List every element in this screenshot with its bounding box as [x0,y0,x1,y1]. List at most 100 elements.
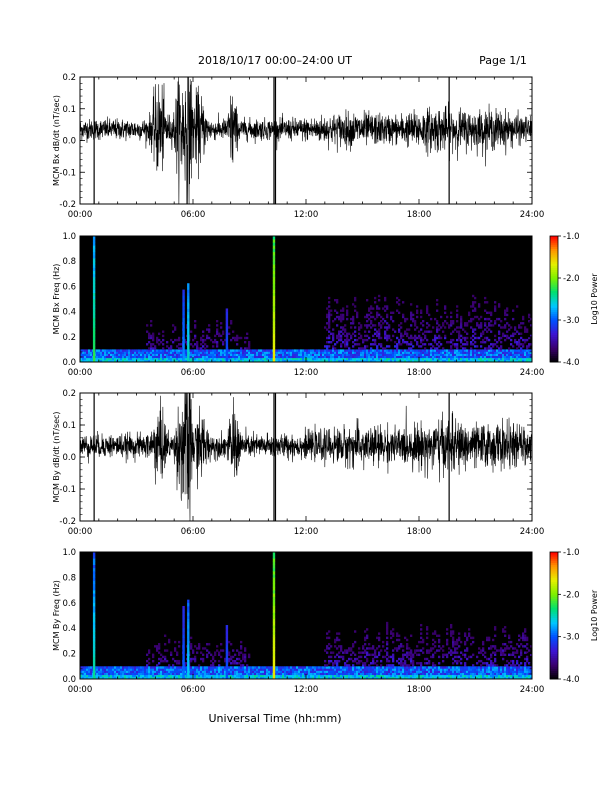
spectrogram-cell [450,674,453,678]
spectrogram-cell [366,670,369,673]
spectrogram-cell [450,672,453,676]
spectrogram-cell [450,324,453,327]
spectrogram-cell [490,349,493,352]
spectrogram-cell [290,349,293,352]
spectrogram-cell [232,359,235,363]
spectrogram-cell [400,662,403,665]
spectrogram-cell [246,670,249,673]
spectrogram-cell [292,676,295,680]
spectrogram-cell [88,674,91,678]
spectrogram-cell [350,317,353,321]
spectrogram-event-column [272,358,276,363]
spectrogram-cell [430,351,433,354]
spectrogram-cell [270,357,273,361]
spectrogram-cell [506,322,509,325]
spectrogram-cell [200,336,203,340]
spectrogram-cell [374,296,377,300]
spectrogram-cell [150,324,153,327]
spectrogram-cell [124,666,127,669]
spectrogram-cell [366,334,369,338]
spectrogram-cell [520,355,523,359]
spectrogram-cell [322,676,325,680]
spectrogram-cell [450,320,453,323]
spectrogram-cell [156,649,159,652]
spectrogram-cell [360,326,363,329]
spectrogram-cell [338,334,341,338]
spectrogram-cell [520,322,523,325]
spectrogram-cell [180,666,183,669]
spectrogram-cell [430,649,433,652]
spectrogram-cell [398,355,401,359]
spectrogram-event-column [92,669,96,673]
spectrogram-cell [202,330,205,333]
spectrogram-cell [354,666,357,669]
spectrogram-cell [168,666,171,669]
spectrogram-cell [172,657,175,661]
spectrogram-cell [420,674,423,678]
spectrogram-cell [252,357,255,361]
spectrogram-cell [284,674,287,678]
spectrogram-cell [270,668,273,671]
spectrogram-cell [124,349,127,352]
spectrogram-cell [394,345,397,348]
spectrogram-cell [100,672,103,676]
spectrogram-cell [392,359,395,363]
spectrogram-event-column [92,245,96,249]
spectrogram-cell [288,676,291,680]
spectrogram-cell [434,640,437,644]
spectrogram-cell [490,313,493,317]
spectrogram-cell [304,676,307,680]
spectrogram-cell [508,349,511,352]
spectrogram-cell [410,313,413,317]
spectrogram-cell [220,666,223,669]
spectrogram-cell [484,670,487,673]
spectrogram-cell [146,343,149,346]
spectrogram-cell [472,355,475,359]
spectrogram-event-column [272,305,276,309]
spectrogram-cell [342,309,345,312]
spectrogram-cell [258,670,261,673]
spectrogram-cell [326,647,329,650]
spectrogram-cell [160,676,163,680]
spectrogram-cell [330,668,333,671]
spectrogram-cell [124,353,127,356]
spectrogram-cell [98,357,101,361]
spectrogram-cell [516,357,519,361]
spectrogram-cell [356,343,359,346]
spectrogram-cell [170,347,173,350]
spectrogram-cell [350,326,353,329]
spectrogram-cell [134,357,137,361]
spectrogram-cell [378,653,381,657]
spectrogram-cell [500,359,503,363]
spectrogram-cell [142,670,145,673]
spectrogram-cell [338,330,341,333]
spectrogram-cell [340,357,343,361]
spectrogram-cell [494,676,497,680]
spectrogram-cell [258,353,261,356]
spectrogram-event-column [225,631,229,635]
spectrogram-cell [514,668,517,671]
spectrogram-cell [262,676,265,680]
spectrogram-cell [466,359,469,363]
spectrogram-cell [522,666,525,669]
spectrogram-cell [460,640,463,644]
spectrogram-event-column [225,663,229,667]
spectrogram-cell [150,336,153,340]
spectrogram-event-column [92,352,96,356]
spectrogram-cell [130,668,133,671]
spectrogram-cell [216,332,219,335]
spectrogram-cell [398,676,401,680]
spectrogram-cell [320,668,323,671]
spectrogram-cell [418,353,421,356]
spectrogram-cell [198,664,201,667]
spectrogram-cell [418,336,421,340]
spectrogram-cell [488,322,491,325]
spectrogram-cell [268,668,271,671]
spectrogram-cell [332,355,335,359]
spectrogram-event-column [92,333,96,338]
spectrogram-cell [288,357,291,361]
spectrogram-cell [260,349,263,352]
spectrogram-cell [88,666,91,669]
spectrogram-cell [304,674,307,678]
